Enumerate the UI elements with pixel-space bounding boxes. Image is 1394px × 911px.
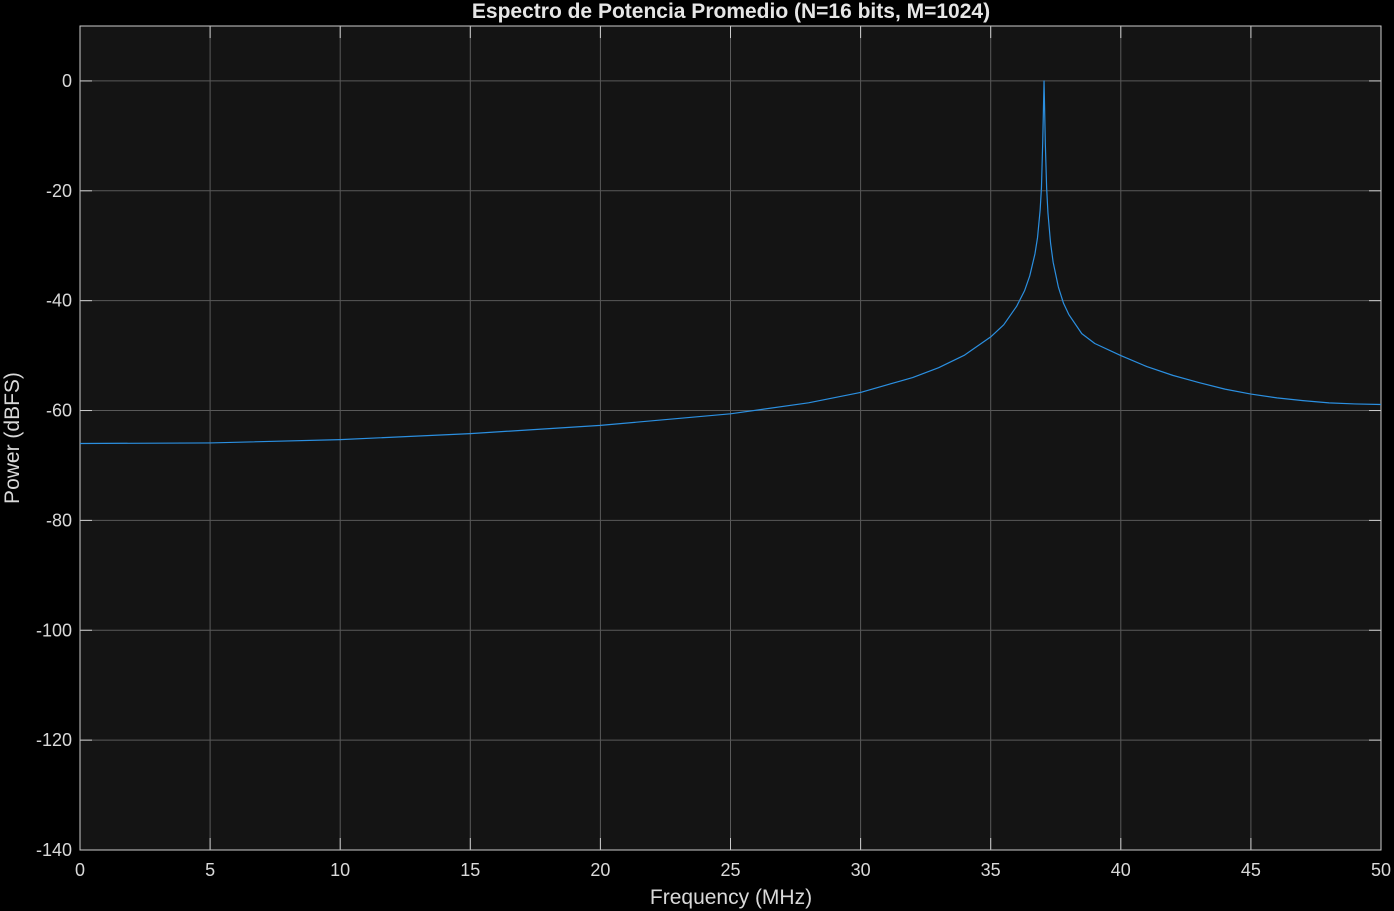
spectrum-series-line	[79, 80, 1382, 445]
y-tick-label: -40	[46, 291, 72, 311]
axis-ticks	[79, 26, 1382, 851]
x-axis-label: Frequency (MHz)	[650, 886, 812, 909]
x-tick-label: 10	[330, 860, 350, 880]
y-tick-label: -100	[36, 620, 72, 640]
x-tick-label: 25	[720, 860, 740, 880]
series-layer	[79, 80, 1382, 445]
x-tick-labels: 0 5 10 15 20 25 30 35 40 45 50	[75, 860, 1391, 880]
x-tick-label: 40	[1111, 860, 1131, 880]
y-tick-label: -140	[36, 840, 72, 860]
y-tick-label: -20	[46, 181, 72, 201]
chart-title: Espectro de Potencia Promedio (N=16 bits…	[472, 0, 990, 23]
x-tick-label: 0	[75, 860, 85, 880]
x-tick-label: 45	[1241, 860, 1261, 880]
x-tick-label: 35	[981, 860, 1001, 880]
y-tick-labels: 0 -20 -40 -60 -80 -100 -120 -140	[36, 71, 72, 860]
y-tick-label: -120	[36, 730, 72, 750]
x-tick-label: 30	[851, 860, 871, 880]
x-tick-label: 15	[460, 860, 480, 880]
grid-lines	[80, 26, 1381, 850]
y-tick-label: -60	[46, 401, 72, 421]
x-tick-label: 5	[205, 860, 215, 880]
x-tick-label: 50	[1371, 860, 1391, 880]
y-tick-label: -80	[46, 510, 72, 530]
x-tick-label: 20	[590, 860, 610, 880]
y-tick-label: 0	[62, 71, 72, 91]
y-axis-label: Power (dBFS)	[1, 372, 24, 504]
